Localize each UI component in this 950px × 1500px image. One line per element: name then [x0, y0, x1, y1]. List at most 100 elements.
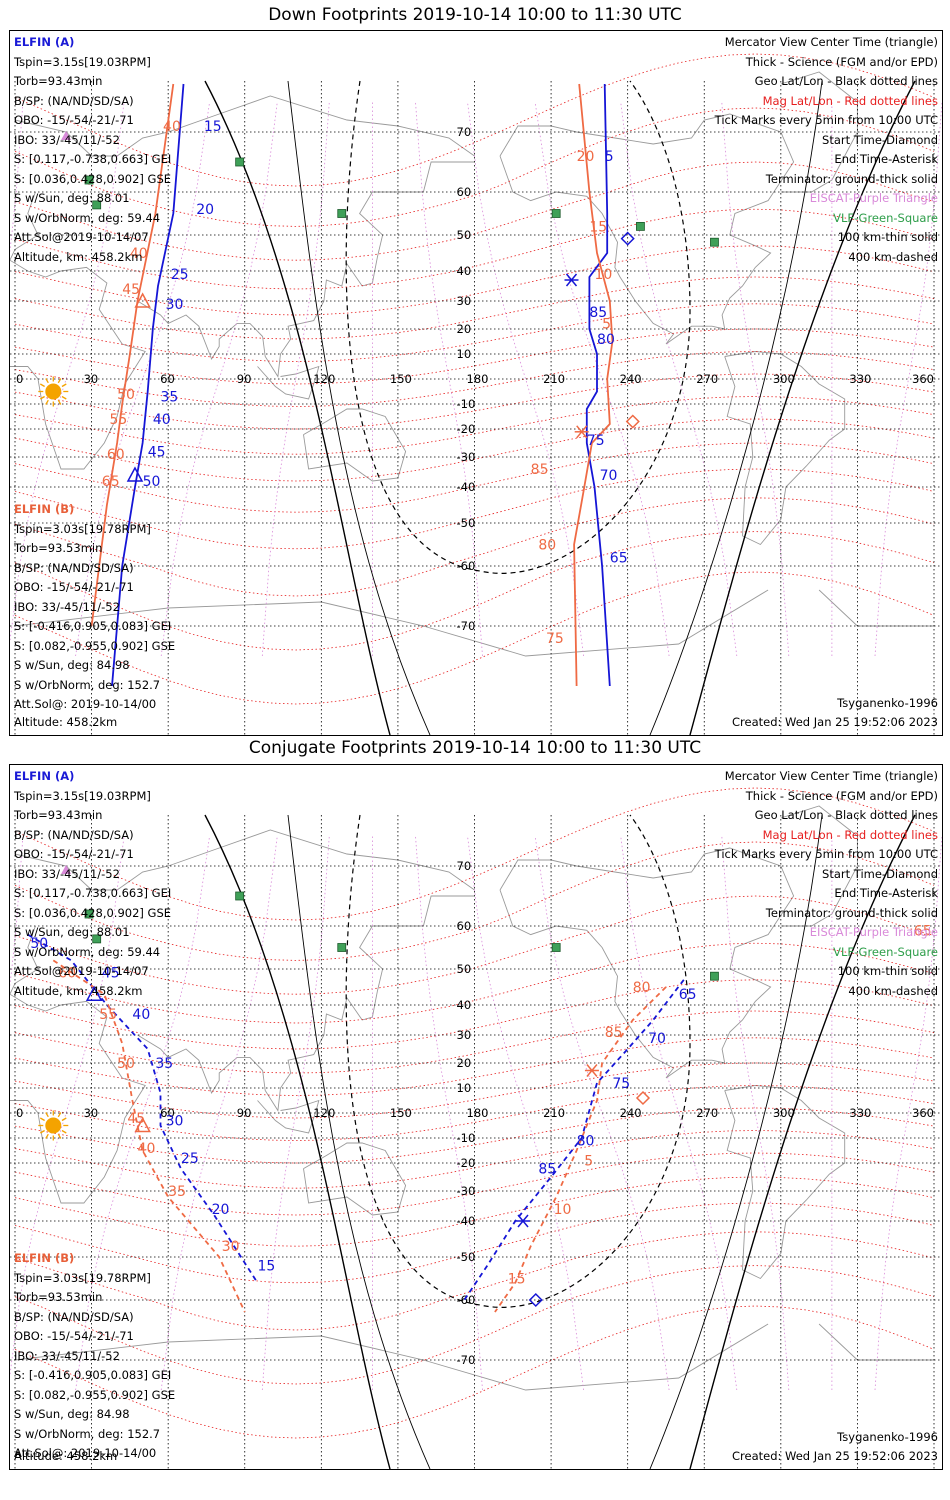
elfin-b-header: ELFIN (B) — [14, 1251, 75, 1265]
track-a — [463, 979, 685, 1301]
sun-ray — [61, 395, 67, 400]
lon-label: 0 — [16, 372, 23, 386]
elfin-a-line: S: [0.036,0.428,0.902] GSE — [14, 905, 172, 920]
legend-start: Start Time-Diamond — [822, 866, 938, 881]
coastline — [257, 1099, 320, 1134]
legend-start: Start Time-Diamond — [822, 132, 938, 147]
elfin-b-line: Att.Sol@: 2019-10-14/00 — [14, 697, 157, 711]
legend-thick: Thick - Science (FGM and/or EPD) — [745, 54, 938, 69]
lat-label: 40 — [457, 264, 472, 278]
lat-label: -40 — [457, 1214, 476, 1228]
lon-label: 210 — [543, 372, 565, 386]
elfin-a-info: ELFIN (A) Tspin=3.15s[19.03RPM] Torb=93.… — [14, 767, 171, 1001]
legend-terminator: Terminator: ground-thick solid — [765, 905, 938, 920]
terminator-line — [204, 80, 391, 735]
eiscat-triangle-icon — [61, 865, 72, 874]
start-diamond-icon — [620, 231, 635, 246]
end-asterisk-icon — [586, 1064, 598, 1077]
legend-geo: Geo Lat/Lon - Black dotted lines — [754, 74, 938, 88]
sun-ray — [45, 1133, 49, 1139]
elfin-b-line: Tspin=3.03s[19.78RPM] — [14, 521, 151, 536]
track-label-a: 20 — [212, 1202, 230, 1218]
markers — [38, 865, 719, 1308]
elfin-a-line: S: [0.117,-0.738,0.663] GEI — [14, 152, 172, 166]
elfin-b-line: OBO: -15/-54/-21/-71 — [14, 1329, 134, 1343]
mag-lat-line — [14, 1037, 935, 1096]
elfin-b-line: S w/OrbNorm, deg: 152.7 — [14, 677, 161, 692]
mag-lon-line — [534, 835, 670, 1391]
contour-400km — [345, 814, 691, 1308]
elfin-b-line: IBO: 33/-45/11/-52 — [14, 599, 120, 614]
lon-label: 60 — [160, 372, 175, 386]
lon-label: 30 — [84, 1106, 99, 1120]
terminator-100km — [649, 80, 823, 735]
legend-vlf: VLF-Green-Square — [833, 944, 938, 959]
coastline — [14, 95, 475, 157]
end-asterisk-icon — [576, 425, 588, 439]
elfin-a-line: S w/OrbNorm, deg: 59.44 — [14, 210, 161, 225]
terminator-100km — [287, 80, 431, 735]
lat-label: 40 — [457, 998, 472, 1012]
mag-lat-line — [14, 351, 935, 407]
lon-label: 330 — [849, 372, 871, 386]
track-label-a: 25 — [171, 267, 189, 283]
terminator — [204, 80, 916, 735]
track-label-a: 85 — [538, 1162, 556, 1178]
end-asterisk-icon — [517, 1214, 529, 1228]
elfin-a-line: Altitude, km: 458.2km — [14, 983, 143, 998]
lon-label: 150 — [390, 1106, 412, 1120]
track-label-b: 65 — [914, 923, 932, 939]
sun-ray — [57, 1112, 62, 1118]
elfin-b-header: ELFIN (B) — [14, 502, 75, 516]
lat-label: -10 — [457, 1131, 476, 1145]
markers — [38, 131, 719, 482]
vlf-station-icon — [235, 891, 245, 901]
elfin-b-line: S w/Sun, deg: 84.98 — [14, 1407, 130, 1421]
track-label-b: 40 — [163, 119, 181, 135]
elfin-b-line: B/SP: (NA/ND/SD/SA) — [14, 1309, 134, 1324]
lon-label: 300 — [773, 1106, 795, 1120]
center-time-triangle-icon — [126, 466, 144, 482]
track-label-b: 15 — [508, 1272, 526, 1288]
legend-end: End Time-Asterisk — [834, 152, 938, 166]
track-label-b: 40 — [130, 246, 148, 262]
legend-mag: Mag Lat/Lon - Red dotted lines — [762, 827, 938, 842]
track-labels: 5045403530252015657075808560555045403530… — [30, 923, 931, 1287]
lat-label: 60 — [457, 919, 472, 933]
track-label-b: 5 — [584, 1154, 593, 1170]
mag-lat-line — [14, 303, 935, 362]
mag-lon-line — [10, 835, 24, 988]
lon-label: 330 — [849, 1106, 871, 1120]
legend: Mercator View Center Time (triangle) Thi… — [715, 33, 938, 267]
legend-mag: Mag Lat/Lon - Red dotted lines — [762, 93, 938, 108]
track-label-a: 65 — [679, 987, 697, 1003]
elfin-b-line: S: [-0.416,0.905,0.083] GEI — [14, 1368, 172, 1382]
track-label-b: 65 — [102, 474, 120, 490]
track-label-a: 50 — [143, 474, 161, 490]
contour-400km — [345, 80, 691, 574]
coastline — [257, 365, 320, 400]
elfin-b-line: B/SP: (NA/ND/SD/SA) — [14, 560, 134, 575]
elfin-a-line: S w/OrbNorm, deg: 59.44 — [14, 944, 161, 959]
coastline — [137, 161, 475, 378]
vlf-station-icon — [92, 934, 102, 944]
track-b — [90, 83, 175, 627]
coastline — [137, 895, 475, 1112]
lat-label: 60 — [457, 185, 472, 199]
elfin-a-line: B/SP: (NA/ND/SD/SA) — [14, 93, 134, 108]
track-label-a: 35 — [155, 1056, 173, 1072]
legend: Mercator View Center Time (triangle) Thi… — [715, 767, 938, 1001]
mag-lon-line — [620, 101, 738, 657]
sun-disc — [45, 383, 62, 400]
elfin-a-line: Altitude, km: 458.2km — [14, 249, 143, 264]
coastline — [499, 113, 795, 345]
lon-label: 240 — [620, 1106, 642, 1120]
elfin-a-line: Tspin=3.15s[19.03RPM] — [14, 54, 151, 69]
track-label-a: 30 — [166, 1114, 184, 1130]
lat-label: 70 — [457, 859, 472, 873]
start-diamond-icon — [635, 1090, 651, 1106]
track-label-b: 45 — [122, 282, 140, 298]
legend-eiscat: EISCAT-Purple Triangle — [809, 925, 938, 939]
mag-lat-line — [14, 1085, 935, 1141]
